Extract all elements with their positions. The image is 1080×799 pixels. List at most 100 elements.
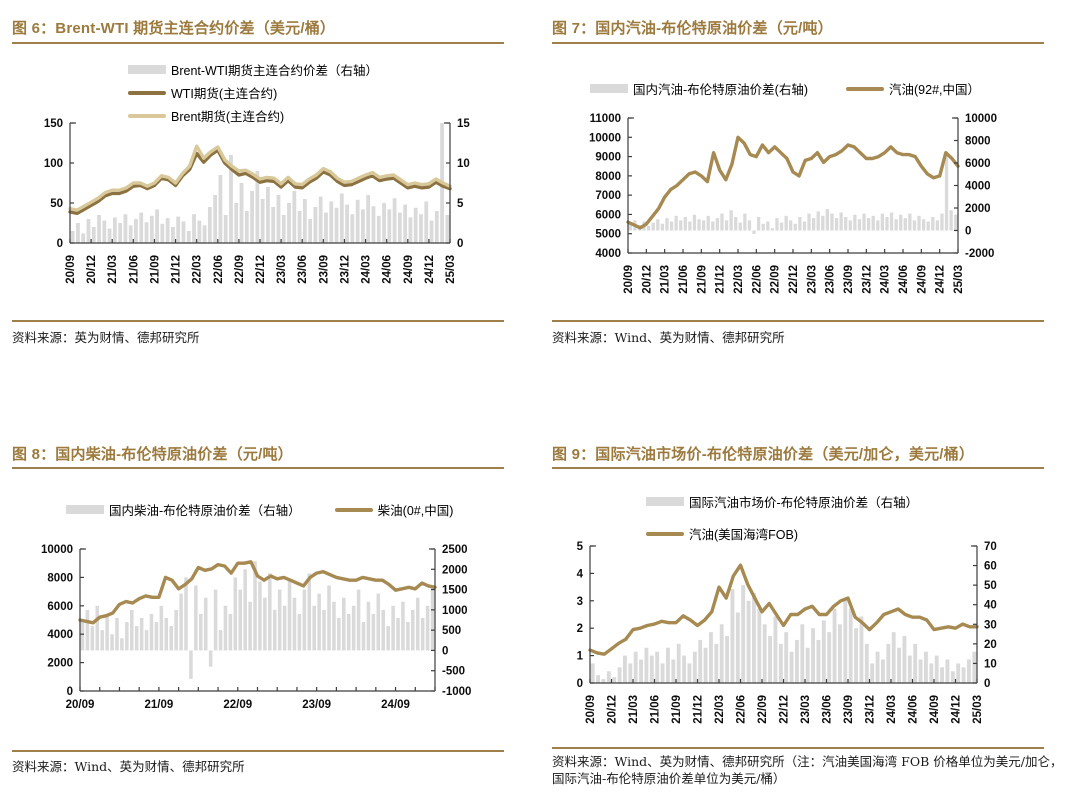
x-axis-label: 23/12 (861, 265, 873, 294)
left-axis-label: 4000 (47, 629, 73, 641)
spread-bar (406, 622, 410, 651)
spread-bar (859, 616, 864, 683)
spread-bar (292, 191, 297, 243)
legend-bar-swatch (66, 505, 104, 514)
x-axis-label: 24/12 (424, 255, 436, 284)
price-line (68, 148, 452, 216)
x-axis-label: 22/12 (779, 695, 791, 724)
spread-bar (944, 151, 949, 231)
spread-bar (931, 217, 935, 231)
spread-bar (628, 663, 633, 683)
legend-item: 国内汽油-布伦特原油价差(右轴) (590, 79, 808, 98)
spread-bar (730, 589, 735, 683)
spread-bar (322, 609, 326, 651)
spread-bar (934, 655, 939, 683)
spread-bar (729, 210, 733, 231)
spread-bar (85, 609, 90, 651)
spread-bar (366, 195, 371, 243)
spread-bar (972, 651, 977, 683)
spread-bar (411, 609, 415, 651)
spread-bar (207, 207, 212, 243)
legend-item: 汽油(美国海湾FOB) (646, 524, 918, 543)
spread-bar (854, 628, 858, 683)
spread-bar (203, 597, 208, 651)
spread-bar (324, 212, 328, 243)
x-axis-label: 24/03 (361, 255, 373, 284)
spread-bar (397, 212, 402, 243)
spread-bar (197, 220, 202, 243)
spread-bar (218, 175, 223, 243)
spread-bar (802, 221, 807, 231)
spread-bar (899, 214, 903, 231)
spread-bar (709, 632, 713, 683)
spread-bar (683, 217, 687, 231)
spread-bar (159, 605, 164, 651)
spread-bar (171, 227, 175, 243)
x-axis-label: 23/03 (806, 265, 818, 294)
spread-bars (590, 585, 977, 683)
spread-bar (176, 216, 181, 243)
spread-bar (725, 636, 729, 683)
right-axis-label: -500 (442, 666, 465, 678)
title-underline (552, 467, 1044, 469)
right-axis-label: 0 (984, 678, 990, 690)
right-axis-label: -2000 (965, 248, 994, 260)
x-axis-label: 23/09 (843, 265, 855, 294)
legend-bar-swatch (128, 65, 166, 74)
spread-bar (86, 219, 91, 243)
legend-label: WTI期货(主连合约) (171, 87, 278, 101)
spread-bar (825, 209, 830, 231)
spread-bar (361, 622, 366, 651)
x-axis-label: 25/03 (972, 695, 984, 724)
spread-bar (734, 217, 738, 231)
x-axis-label: 23/06 (825, 265, 837, 294)
spread-bar (743, 213, 747, 231)
chart-legend: 国内汽油-布伦特原油价差(右轴) 汽油(92#,中国） (590, 79, 980, 98)
spread-bar (762, 624, 767, 683)
spread-bar (655, 651, 660, 683)
spread-bar (139, 617, 144, 651)
spread-bar (669, 221, 674, 231)
spread-bar (345, 204, 349, 243)
spread-bar (864, 643, 869, 683)
spread-bar (100, 630, 104, 651)
spread-bar (886, 643, 891, 683)
spread-bar (779, 222, 784, 231)
x-axis-label: 21/12 (715, 265, 727, 294)
spread-bar (430, 585, 435, 651)
x-axis-label: 21/09 (149, 255, 161, 284)
right-axis-label: 2000 (442, 564, 468, 576)
legend-line-swatch (128, 113, 166, 118)
spread-bar (674, 215, 678, 231)
spread-bar (238, 589, 243, 651)
spread-bars (628, 151, 958, 234)
spread-bar (866, 218, 871, 231)
x-axis-label: 22/12 (255, 255, 267, 284)
spread-bar (112, 217, 117, 243)
spread-bar (155, 209, 159, 243)
spread-bar (244, 211, 249, 243)
spread-bar (134, 626, 139, 651)
legend-item: 国际汽油市场价-布伦特原油价差（右轴） (646, 492, 918, 511)
left-axis-label: 150 (44, 118, 63, 130)
spread-bar (720, 213, 724, 231)
right-axis-label: 500 (442, 625, 461, 637)
spread-bar (202, 225, 207, 243)
legend-label: 国际汽油市场价-布伦特原油价差（右轴） (689, 496, 919, 510)
spread-bar (724, 220, 729, 231)
spread-bar (253, 561, 257, 651)
spread-bar (302, 589, 307, 651)
left-axis-label: 0 (577, 678, 583, 690)
spread-bar (312, 605, 316, 651)
right-axis-label: 5 (457, 198, 464, 210)
spread-bar (665, 218, 669, 231)
right-axis-label: 10 (984, 658, 997, 670)
x-axis-label: 24/12 (935, 265, 947, 294)
spread-bar (90, 626, 95, 651)
spread-bar (228, 613, 233, 651)
x-axis-label: 21/12 (171, 255, 183, 284)
spread-bar (897, 647, 901, 683)
x-axis-label: 20/12 (641, 265, 653, 294)
spread-bar (646, 226, 651, 231)
source-divider (12, 750, 504, 752)
